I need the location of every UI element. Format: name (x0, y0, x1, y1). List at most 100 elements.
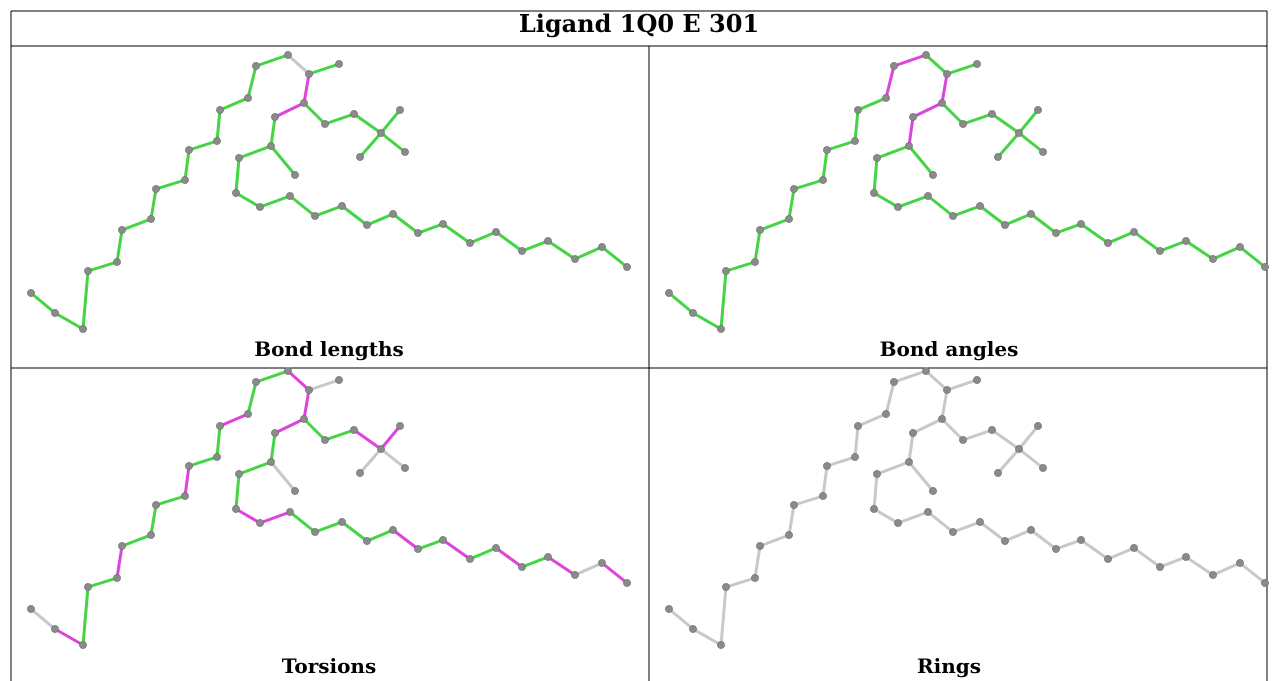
rings-atom (929, 487, 937, 495)
rings-atom (689, 625, 697, 633)
rings-atom (943, 386, 951, 394)
bond-lengths-atom (118, 226, 126, 234)
rings-atom (909, 429, 917, 437)
bond-angles-atom (1104, 239, 1112, 247)
bond-angles-atom (905, 142, 913, 150)
bond-lengths-atom (79, 325, 87, 333)
bond-lengths-atom (544, 237, 552, 245)
torsions-atom (113, 574, 121, 582)
rings-atom (1236, 559, 1244, 567)
bond-lengths-atom (113, 258, 121, 266)
torsions-atom (27, 605, 35, 613)
torsions-atom (439, 536, 447, 544)
bond-angles-atom (929, 171, 937, 179)
torsions-atom (363, 537, 371, 545)
bond-angles-atom (943, 70, 951, 78)
bond-lengths-atom (51, 309, 59, 317)
bond-lengths-atom (389, 210, 397, 218)
torsions-atom (305, 386, 313, 394)
rings-atom (959, 436, 967, 444)
rings-atom (976, 518, 984, 526)
rings-atom (1209, 571, 1217, 579)
torsions-atom (181, 492, 189, 500)
rings-atom (717, 641, 725, 649)
bond-lengths-atom (27, 289, 35, 297)
rings-atom (870, 505, 878, 513)
torsions-atom (466, 555, 474, 563)
figure-title: Ligand 1Q0 E 301 (518, 8, 760, 38)
torsions-atom (235, 470, 243, 478)
bond-angles-atom (756, 226, 764, 234)
torsions-atom (213, 453, 221, 461)
torsions-atom (286, 508, 294, 516)
torsions-atom (216, 422, 224, 430)
bond-angles-bond (722, 269, 728, 302)
torsions-atom (544, 553, 552, 561)
rings-atom (973, 376, 981, 384)
bond-angles-atom (1034, 106, 1042, 114)
rings-atom (873, 470, 881, 478)
rings-atom (1001, 537, 1009, 545)
rings-atom (1130, 544, 1138, 552)
panel-label-rings: Rings (916, 654, 981, 678)
bond-lengths-atom (350, 110, 358, 118)
rings-atom (882, 410, 890, 418)
molecule-bond-angles (665, 51, 1269, 333)
bond-angles-atom (973, 60, 981, 68)
bond-angles-atom (722, 267, 730, 275)
bond-lengths-atom (363, 221, 371, 229)
torsions-atom (232, 505, 240, 513)
rings-atom (994, 469, 1002, 477)
rings-atom (1261, 579, 1269, 587)
bond-angles-atom (959, 120, 967, 128)
bond-angles-atom (823, 146, 831, 154)
bond-lengths-atom (571, 255, 579, 263)
torsions-atom (401, 464, 409, 472)
rings-atom (905, 458, 913, 466)
bond-angles-atom (1209, 255, 1217, 263)
bond-lengths-atom (414, 229, 422, 237)
bond-angles-atom (949, 212, 957, 220)
bond-lengths-atom (377, 129, 385, 137)
bond-angles-atom (890, 62, 898, 70)
torsions-bond (84, 585, 90, 618)
bond-lengths-bond (84, 269, 90, 302)
bond-lengths-atom (256, 203, 264, 211)
rings-atom (890, 378, 898, 386)
torsions-atom (118, 542, 126, 550)
rings-atom (1034, 422, 1042, 430)
rings-atom (1156, 563, 1164, 571)
bond-lengths-atom (252, 62, 260, 70)
bond-angles-atom (988, 110, 996, 118)
bond-angles-atom (1039, 148, 1047, 156)
torsions-atom (252, 378, 260, 386)
bond-angles-atom (870, 189, 878, 197)
bond-lengths-atom (396, 106, 404, 114)
rings-atom (924, 508, 932, 516)
rings-atom (1182, 553, 1190, 561)
rings-atom (949, 528, 957, 536)
bond-lengths-atom (271, 113, 279, 121)
bond-angles-atom (1077, 220, 1085, 228)
bond-lengths-atom (152, 185, 160, 193)
rings-atom (722, 583, 730, 591)
bond-lengths-atom (84, 267, 92, 275)
panel-label-bond-lengths: Bond lengths (254, 337, 404, 361)
torsions-atom (598, 559, 606, 567)
torsions-atom (152, 501, 160, 509)
bond-angles-atom (938, 99, 946, 107)
rings-atom (894, 519, 902, 527)
bond-lengths-atom (356, 153, 364, 161)
torsions-atom (51, 625, 59, 633)
torsions-atom (267, 458, 275, 466)
torsions-atom (284, 367, 292, 375)
rings-atom (1104, 555, 1112, 563)
rings-atom (819, 492, 827, 500)
torsions-atom (396, 422, 404, 430)
bond-lengths-atom (216, 106, 224, 114)
torsions-atom (311, 528, 319, 536)
torsions-atom (356, 469, 364, 477)
bond-angles-atom (1236, 243, 1244, 251)
torsions-atom (300, 415, 308, 423)
